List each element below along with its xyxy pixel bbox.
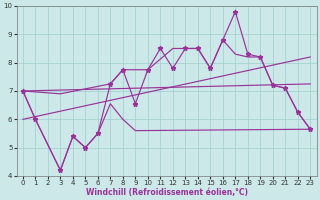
X-axis label: Windchill (Refroidissement éolien,°C): Windchill (Refroidissement éolien,°C) [85, 188, 248, 197]
